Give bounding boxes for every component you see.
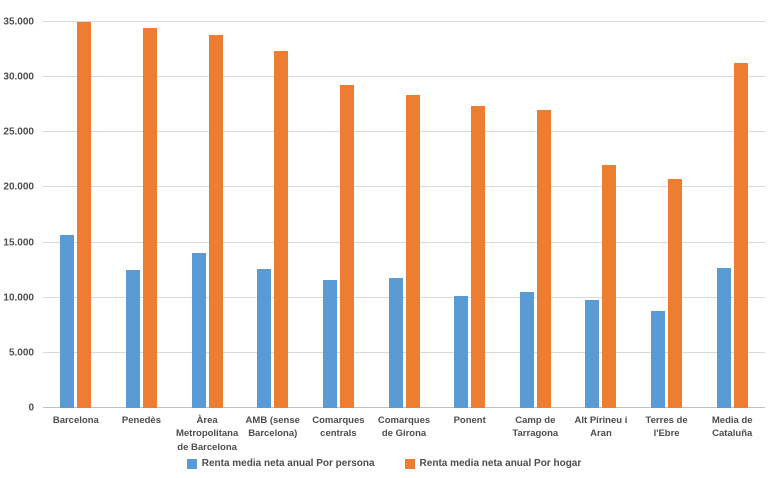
bar-persona — [519, 292, 534, 408]
gridline — [43, 131, 765, 133]
category-slot — [502, 22, 568, 408]
bar-hogar — [602, 165, 617, 408]
x-category-label: Comarques centrals — [312, 415, 365, 440]
x-category-label: Media de Cataluña — [711, 415, 753, 440]
gridline — [43, 407, 765, 408]
bar-persona — [388, 277, 403, 408]
plot-area — [43, 21, 765, 408]
x-category-label: Penedès — [121, 415, 161, 426]
category-slot — [306, 22, 372, 408]
x-category-label: Camp de Tarragona — [512, 415, 559, 440]
gridline — [43, 296, 765, 298]
y-tick-label: 30.000 — [3, 71, 34, 83]
x-axis: Barcelona Penedès Àrea Metropolitana de Ba… — [43, 414, 765, 454]
legend-swatch-persona-icon — [186, 458, 197, 469]
category-slot — [437, 22, 503, 408]
bar-hogar — [668, 178, 683, 408]
y-tick-label: 15.000 — [3, 237, 34, 249]
y-tick-label: 20.000 — [3, 181, 34, 193]
y-tick-label: 10.000 — [3, 292, 34, 304]
x-category-label: Terres de l'Ebre — [645, 415, 688, 440]
bar-persona — [651, 310, 666, 408]
category-slot — [699, 22, 765, 408]
legend-swatch-hogar-icon — [404, 458, 415, 469]
bar-hogar — [471, 105, 486, 408]
y-tick-label: 25.000 — [3, 126, 34, 138]
bar-persona — [716, 267, 731, 408]
bar-hogar — [274, 50, 289, 408]
bar-persona — [60, 234, 75, 408]
gridline — [43, 21, 765, 22]
legend-label-hogar: Renta media neta anual Por hogar — [419, 458, 582, 469]
legend-item-persona: Renta media neta anual Por persona — [186, 458, 375, 469]
category-slot — [109, 22, 175, 408]
x-category-label: AMB (sense Barcelona) — [245, 415, 300, 440]
category-slot — [634, 22, 700, 408]
bar-hogar — [142, 27, 157, 408]
y-axis: 0 5.000 10.000 15.000 20.000 25.000 30.000 35.0… — [0, 17, 34, 414]
bar-hogar — [77, 22, 92, 408]
bar-persona — [322, 280, 337, 408]
bar-hogar — [733, 62, 748, 408]
bar-hogar — [536, 110, 551, 408]
y-tick-label: 35.000 — [3, 16, 34, 28]
bar-persona — [191, 252, 206, 408]
category-slot — [240, 22, 306, 408]
category-slot — [568, 22, 634, 408]
x-category-label: Ponent — [453, 415, 486, 426]
legend-item-hogar: Renta media neta anual Por hogar — [404, 458, 582, 469]
x-category-label: Comarques de Girona — [377, 415, 431, 440]
category-slot — [43, 22, 109, 408]
x-category-label: Àrea Metropolitana de Barcelona — [175, 415, 239, 453]
bar-persona — [585, 299, 600, 408]
gridline — [43, 186, 765, 188]
category-slot — [371, 22, 437, 408]
bar-persona — [454, 295, 469, 408]
gridline — [43, 76, 765, 78]
bar-persona — [257, 269, 272, 408]
y-tick-label: 0 — [28, 402, 34, 414]
bar-persona — [125, 270, 140, 408]
gridline — [43, 351, 765, 353]
legend: Renta media neta anual Por persona Renta… — [0, 458, 768, 469]
legend-label-persona: Renta media neta anual Por persona — [201, 458, 375, 469]
x-category-label: Alt Pirineu i Aran — [574, 415, 628, 440]
bar-hogar — [405, 94, 420, 408]
bar-hogar — [208, 35, 223, 408]
gridline — [43, 241, 765, 243]
bar-hogar — [339, 84, 354, 408]
x-category-label: Barcelona — [52, 415, 99, 426]
y-tick-label: 5.000 — [8, 347, 34, 359]
category-slot — [174, 22, 240, 408]
